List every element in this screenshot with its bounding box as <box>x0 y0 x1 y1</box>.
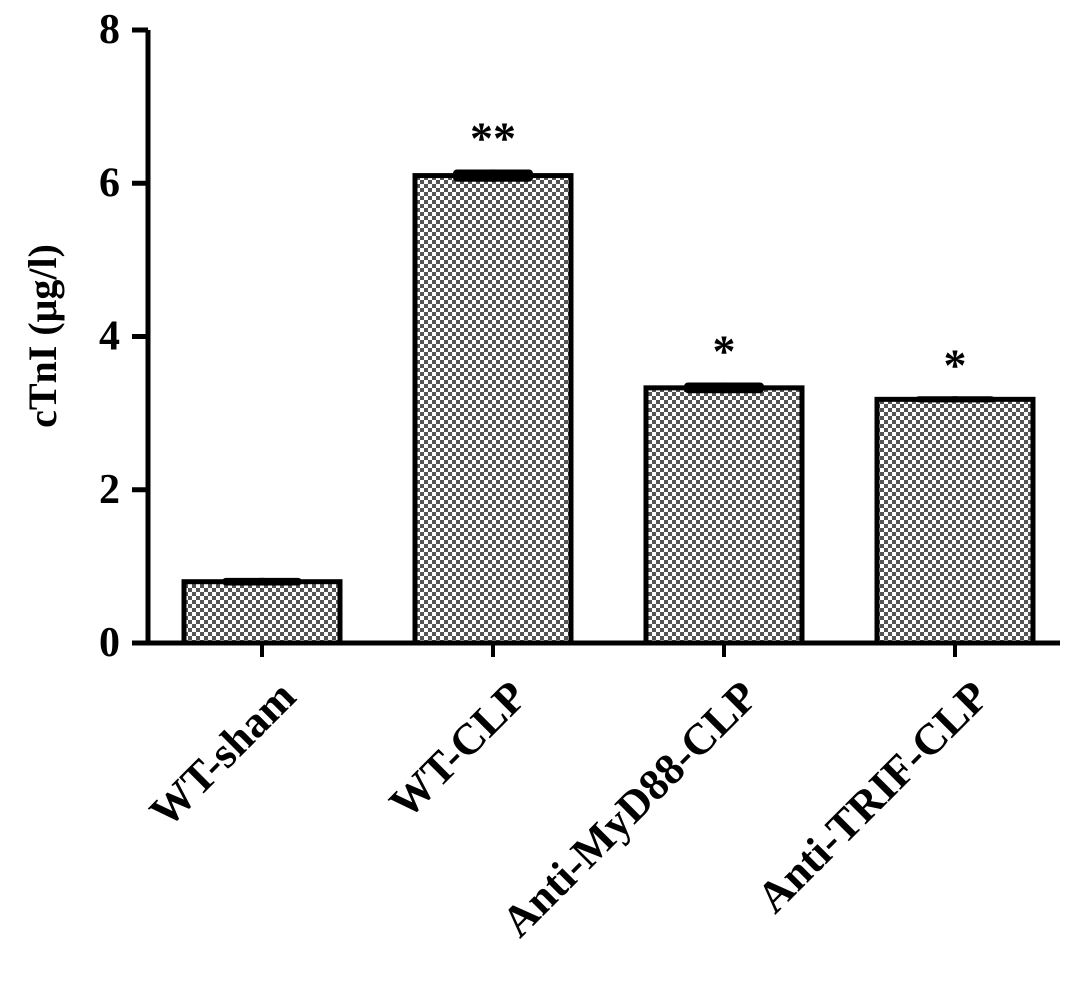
error-cap-wt-sham <box>222 577 302 586</box>
x-tick-label-wt-sham: WT-sham <box>140 671 305 836</box>
bars-layer <box>181 169 1036 646</box>
y-tick-label-0: 0 <box>99 620 120 666</box>
y-tick-label-8: 8 <box>99 7 120 53</box>
significance-label-wt-clp: ** <box>470 112 516 163</box>
bar-anti-trif-clp <box>874 396 1036 646</box>
y-tick-label-6: 6 <box>99 160 120 206</box>
error-cap-anti-trif-clp <box>915 396 995 403</box>
x-tick-label-wt-clp: WT-CLP <box>380 671 536 827</box>
x-tick-label-anti-trif-clp: Anti-TRIF-CLP <box>747 671 998 922</box>
bar-wt-clp <box>412 173 574 646</box>
error-cap-anti-myd88-clp <box>684 382 764 394</box>
y-tick-label-2: 2 <box>99 467 120 513</box>
error-cap-wt-clp <box>453 169 533 182</box>
y-tick-label-4: 4 <box>99 314 120 360</box>
axes-layer <box>132 27 1060 657</box>
significance-label-anti-trif-clp: * <box>944 339 967 390</box>
x-tick-label-anti-myd88-clp: Anti-MyD88-CLP <box>492 671 767 946</box>
y-axis-title: cTnI (μg/l) <box>20 244 65 428</box>
bar-wt-sham <box>181 579 343 646</box>
bar-anti-myd88-clp <box>643 385 805 646</box>
significance-label-anti-myd88-clp: * <box>713 325 736 376</box>
